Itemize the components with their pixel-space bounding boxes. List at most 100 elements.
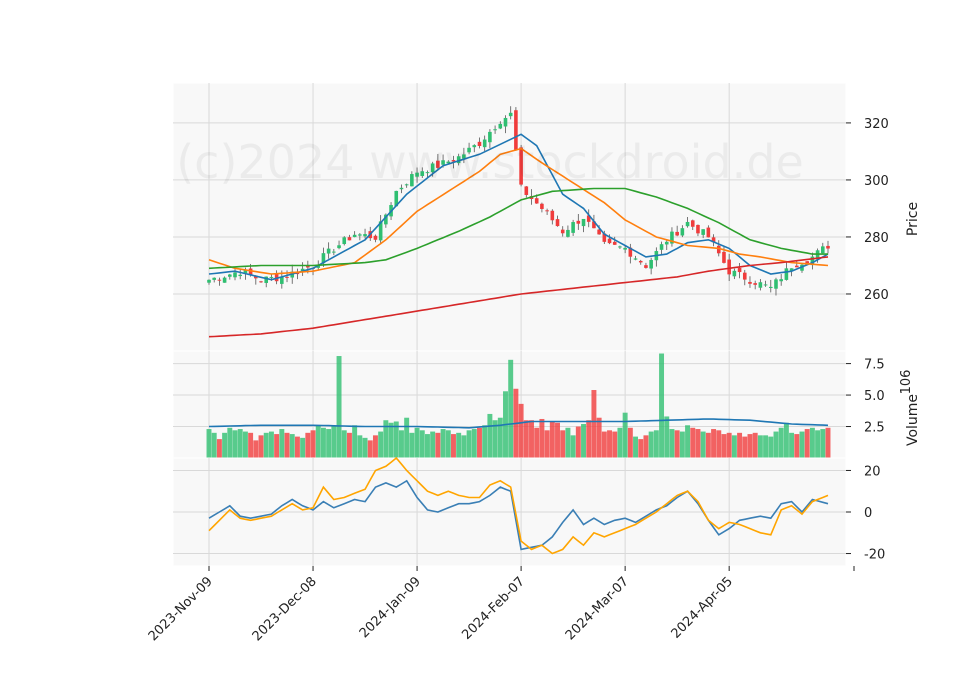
volume-bar — [601, 431, 607, 458]
candle-up — [758, 282, 763, 288]
volume-bar — [477, 427, 482, 458]
volume-bar — [492, 420, 498, 458]
candle-up — [212, 277, 217, 280]
volume-bar — [320, 427, 326, 458]
volume-bar — [253, 440, 259, 458]
candle-down — [638, 260, 643, 263]
volume-bar — [752, 432, 758, 458]
volume-bar — [789, 432, 795, 458]
volume-bar — [466, 430, 472, 458]
volume-bar — [575, 426, 581, 458]
candle-up — [774, 279, 778, 289]
candle-down — [706, 227, 711, 238]
candle-up — [508, 112, 513, 117]
volume-bar — [393, 421, 399, 458]
candle-down — [805, 261, 809, 264]
volume-bar — [768, 436, 774, 458]
candle-down — [607, 238, 612, 244]
volume-bar — [237, 429, 243, 458]
candle-down — [550, 210, 555, 221]
volume-bar — [544, 430, 550, 458]
candle-down — [748, 281, 752, 284]
volume-bar — [284, 432, 290, 458]
volume-axis-tick-label: 7.5 — [864, 358, 885, 373]
candle-down — [690, 220, 695, 227]
candle-down — [737, 267, 742, 273]
price-axis-tick-label: 320 — [864, 117, 889, 132]
volume-bar — [445, 430, 451, 458]
volume-bar — [523, 420, 529, 458]
candle-down — [597, 229, 601, 235]
candle-up — [789, 268, 794, 271]
candle-up — [623, 247, 627, 250]
candle-up — [659, 244, 664, 250]
price-overlay-line — [208, 256, 829, 338]
candle-up — [571, 222, 575, 233]
date-tick-label: 2024-Apr-05 — [669, 574, 736, 641]
oscillator-axis-tick-label: 20 — [864, 464, 881, 479]
volume-bar — [695, 429, 701, 458]
oscillator-axis-tick-label: -20 — [864, 548, 885, 563]
volume-bar — [336, 356, 342, 458]
candle-up — [566, 229, 570, 237]
volume-bar — [664, 416, 670, 458]
candle-up — [358, 234, 362, 236]
candle-up — [332, 251, 336, 253]
candle-down — [436, 160, 440, 168]
volume-bar — [638, 439, 644, 458]
volume-bar — [300, 437, 306, 458]
volume-bar — [586, 420, 592, 458]
volume-axis-label: Volume — [905, 394, 921, 446]
date-tick-label: 2023-Nov-09 — [146, 574, 216, 644]
candle-up — [321, 253, 326, 264]
volume-bar — [737, 432, 743, 458]
volume-bar — [451, 434, 456, 458]
price-panel: 260 280 300 320 — [172, 82, 889, 352]
candle-down — [306, 265, 310, 268]
date-axis: 2023-Nov-09 2023-Dec-08 2024-Jan-09 2024-Fe… — [146, 566, 855, 644]
candle-down — [555, 219, 560, 227]
candle-up — [633, 258, 638, 260]
volume-bar — [716, 430, 722, 458]
candle-down — [534, 198, 539, 204]
volume-axis-tick-label: 2.5 — [864, 421, 885, 436]
volume-bar — [440, 429, 446, 458]
candle-down — [592, 221, 596, 229]
candle-up — [488, 131, 492, 143]
volume-bar — [263, 432, 269, 458]
price-axis-tick-label: 280 — [864, 231, 889, 246]
date-tick-label: 2024-Jan-09 — [357, 574, 424, 641]
volume-bar — [471, 429, 477, 458]
volume-bar — [815, 430, 821, 458]
candle-down — [727, 259, 731, 275]
candle-down — [373, 235, 378, 240]
volume-bar — [497, 417, 503, 458]
candle-down — [524, 186, 529, 195]
price-overlay-line — [208, 147, 829, 275]
volume-bar — [809, 427, 815, 458]
candle-up — [378, 221, 383, 241]
volume-bar — [726, 432, 732, 458]
volume-bar — [773, 431, 779, 458]
candle-up — [581, 218, 586, 227]
candle-up — [420, 171, 425, 177]
candle-up — [680, 228, 685, 236]
date-tick-label: 2024-Mar-07 — [563, 574, 632, 643]
volume-axis-tick-label: 5.0 — [864, 389, 885, 404]
volume-average-line — [208, 418, 829, 429]
volume-bar — [456, 432, 462, 458]
volume-bar — [549, 421, 555, 458]
volume-bar — [372, 435, 378, 458]
volume-bar — [362, 437, 368, 458]
candle-down — [576, 220, 581, 224]
candle-up — [472, 145, 477, 148]
candle-up — [269, 276, 274, 278]
candle-up — [243, 270, 248, 274]
candle-up — [430, 163, 435, 173]
volume-bar — [685, 425, 691, 458]
volume-bar — [435, 432, 441, 458]
volume-bar — [555, 422, 560, 458]
volume-bar — [341, 430, 347, 458]
volume-bar — [643, 435, 649, 458]
